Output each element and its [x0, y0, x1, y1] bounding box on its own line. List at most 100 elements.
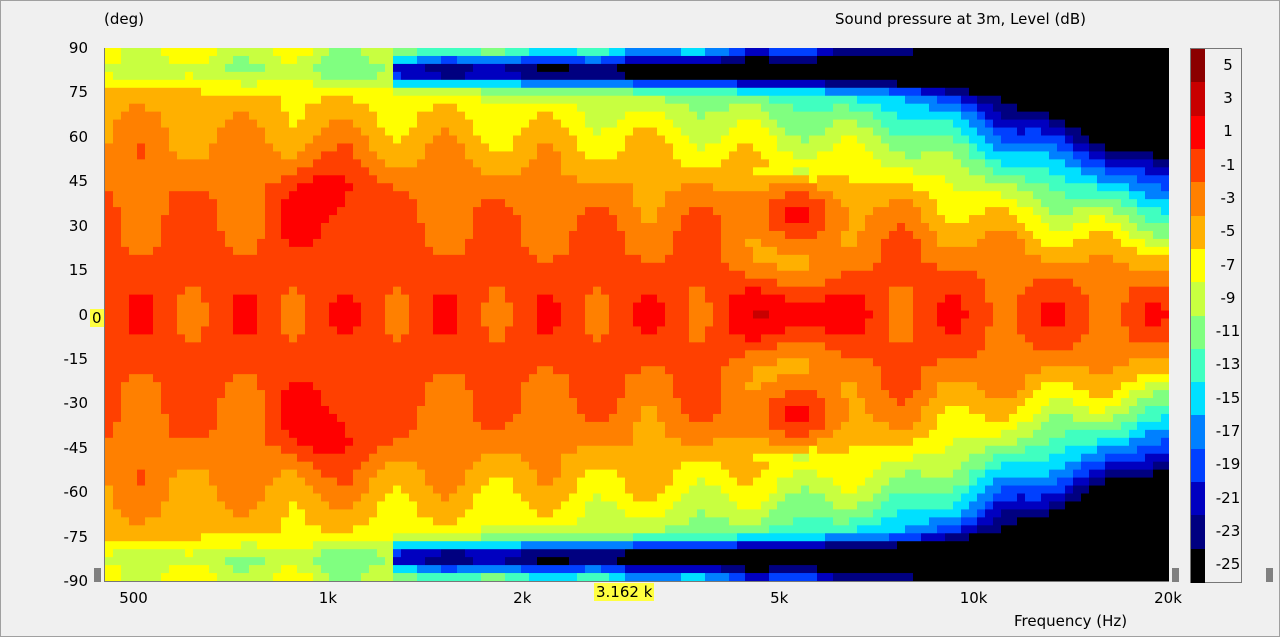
heatmap-cell [233, 374, 242, 383]
heatmap-cell [369, 477, 378, 487]
heatmap-cell [361, 477, 370, 487]
heatmap-cell [297, 398, 306, 407]
heatmap-cell [593, 246, 602, 256]
heatmap-cell [529, 159, 538, 168]
heatmap-cell [449, 127, 458, 137]
heatmap-cell [161, 135, 170, 145]
heatmap-cell [249, 549, 258, 558]
heatmap-cell [257, 230, 266, 240]
heatmap-cell [529, 79, 538, 89]
heatmap-cell [377, 302, 386, 312]
heatmap-cell [217, 191, 226, 200]
heatmap-cell [249, 207, 258, 216]
heatmap-cell [569, 501, 578, 511]
heatmap-cell [145, 71, 154, 81]
heatmap-cell [689, 167, 698, 176]
heatmap-cell [465, 87, 474, 97]
heatmap-cell [201, 318, 210, 328]
heatmap-cell [185, 63, 194, 73]
heatmap-cell [441, 207, 450, 216]
heatmap-cell [433, 461, 442, 471]
heatmap-cell [297, 318, 306, 328]
heatmap-cell [609, 48, 618, 57]
heatmap-cell [417, 159, 426, 168]
heatmap-cell [689, 111, 698, 121]
heatmap-cell [633, 238, 642, 248]
heatmap-cell [193, 453, 202, 463]
heatmap-cell [601, 429, 610, 439]
heatmap-cell [673, 95, 682, 105]
heatmap-cell [577, 55, 586, 65]
heatmap-cell [473, 334, 482, 343]
heatmap-cell [625, 382, 634, 391]
heatmap-cell [385, 103, 394, 113]
heatmap-cell [257, 390, 266, 399]
heatmap-cell [585, 103, 594, 113]
heatmap-cell [457, 135, 466, 145]
heatmap-cell [313, 191, 322, 200]
heatmap-cell [153, 79, 162, 89]
y-axis-unit: (deg) [104, 10, 144, 28]
heatmap-cell [209, 366, 218, 375]
heatmap-cell [297, 167, 306, 176]
heatmap-cell [337, 485, 346, 495]
heatmap-cell [249, 318, 258, 328]
heatmap-cell [529, 127, 538, 137]
heatmap-cell [281, 565, 290, 574]
heatmap-cell [145, 183, 154, 192]
heatmap-cell [673, 215, 682, 224]
heatmap-cell [657, 63, 666, 73]
heatmap-cell [569, 167, 578, 176]
heatmap-cell [281, 48, 290, 57]
heatmap-cell [233, 461, 242, 471]
heatmap-cell [289, 366, 298, 375]
heatmap-cell [329, 461, 338, 471]
heatmap-cell [465, 183, 474, 192]
heatmap-cell [593, 223, 602, 232]
heatmap-cell [305, 238, 314, 248]
heatmap-cell [537, 366, 546, 375]
heatmap-cell [529, 382, 538, 391]
heatmap-cell [201, 469, 210, 479]
heatmap-cell [185, 215, 194, 224]
heatmap-cell [585, 119, 594, 129]
heatmap-cell [449, 326, 458, 335]
heatmap-cell [185, 79, 194, 89]
heatmap-cell [353, 254, 362, 264]
heatmap-cell [313, 87, 322, 97]
directivity-heatmap[interactable] [104, 48, 1169, 582]
heatmap-cell [617, 119, 626, 129]
heatmap-cell [457, 485, 466, 495]
heatmap-cell [209, 191, 218, 200]
heatmap-cell [601, 445, 610, 455]
heatmap-cell [465, 413, 474, 423]
heatmap-cell [249, 63, 258, 73]
heatmap-cell [201, 119, 210, 129]
heatmap-cell [545, 294, 554, 304]
heatmap-cell [225, 453, 234, 463]
heatmap-cell [441, 63, 450, 73]
heatmap-cell [681, 167, 690, 176]
heatmap-cell [353, 525, 362, 534]
heatmap-cell [169, 159, 178, 168]
heatmap-cell [497, 326, 506, 335]
heatmap-cell [497, 183, 506, 192]
heatmap-cell [617, 390, 626, 399]
heatmap-cell [129, 310, 138, 320]
heatmap-cell [145, 246, 154, 256]
heatmap-cell [105, 175, 114, 184]
heatmap-cell [417, 517, 426, 526]
heatmap-cell [249, 119, 258, 129]
heatmap-cell [361, 302, 370, 312]
heatmap-cell [641, 453, 650, 463]
heatmap-cell [385, 191, 394, 200]
heatmap-cell [433, 119, 442, 129]
heatmap-cell [113, 48, 122, 57]
heatmap-cell [625, 270, 634, 280]
heatmap-cell [513, 103, 522, 113]
heatmap-cell [561, 143, 570, 153]
heatmap-cell [489, 254, 498, 264]
heatmap-cell [121, 334, 130, 343]
heatmap-cell [617, 191, 626, 200]
heatmap-cell [393, 429, 402, 439]
